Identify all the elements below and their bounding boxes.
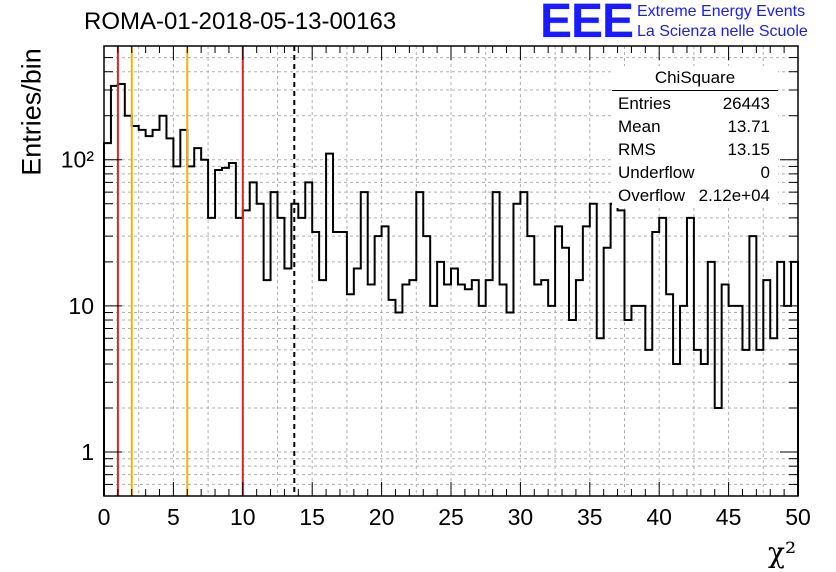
x-axis-label: χ² bbox=[768, 536, 797, 569]
x-tick-label: 50 bbox=[785, 504, 811, 530]
axis-ticks bbox=[103, 45, 799, 497]
logo-caption-line1: Extreme Energy Events bbox=[637, 3, 806, 20]
y-tick-label: 10² bbox=[61, 147, 95, 173]
stats-value: 0 bbox=[760, 163, 770, 182]
stats-value: 26443 bbox=[722, 94, 770, 113]
y-tick-labels: 1 10 10² bbox=[61, 147, 95, 465]
eee-logo: EEE bbox=[540, 0, 634, 48]
stats-label: Overflow bbox=[618, 186, 686, 205]
y-axis-label: Entries/bin bbox=[16, 48, 47, 176]
stats-row-rms: RMS 13.15 bbox=[618, 140, 770, 162]
stats-value: 13.71 bbox=[727, 117, 770, 136]
stats-row-overflow: Overflow 2.12e+04 bbox=[618, 186, 770, 208]
x-tick-label: 30 bbox=[508, 504, 534, 530]
stats-label: Entries bbox=[618, 94, 671, 113]
stats-label: Mean bbox=[618, 117, 661, 136]
histogram-bars bbox=[103, 82, 799, 496]
histogram-outline bbox=[103, 82, 799, 496]
stats-title: ChiSquare bbox=[654, 68, 736, 87]
x-tick-label: 40 bbox=[646, 504, 672, 530]
stats-row-mean: Mean 13.71 bbox=[618, 117, 770, 139]
y-tick-label: 10 bbox=[68, 293, 94, 319]
stats-box: ChiSquare Entries 26443 Mean 13.71 RMS 1… bbox=[612, 66, 778, 208]
x-tick-label: 35 bbox=[577, 504, 603, 530]
y-tick-label: 1 bbox=[81, 439, 94, 465]
chart-title: ROMA-01-2018-05-13-00163 bbox=[84, 8, 397, 35]
x-tick-label: 45 bbox=[716, 504, 742, 530]
x-tick-label: 0 bbox=[98, 504, 111, 530]
stats-row-entries: Entries 26443 bbox=[618, 94, 770, 116]
stats-label: RMS bbox=[618, 140, 656, 159]
stats-value: 13.15 bbox=[727, 140, 770, 159]
stats-row-underflow: Underflow 0 bbox=[618, 163, 770, 185]
stats-divider bbox=[612, 90, 778, 91]
stats-value: 2.12e+04 bbox=[698, 186, 770, 205]
x-tick-labels: 0 5 10 15 20 25 30 35 40 45 50 bbox=[98, 504, 811, 530]
x-tick-label: 25 bbox=[438, 504, 464, 530]
x-tick-label: 20 bbox=[369, 504, 395, 530]
x-tick-label: 5 bbox=[167, 504, 180, 530]
logo-caption-line2: La Scienza nelle Scuole bbox=[637, 23, 808, 40]
x-tick-label: 10 bbox=[230, 504, 256, 530]
x-tick-label: 15 bbox=[299, 504, 325, 530]
stats-label: Underflow bbox=[618, 163, 695, 182]
reference-lines bbox=[116, 46, 296, 496]
